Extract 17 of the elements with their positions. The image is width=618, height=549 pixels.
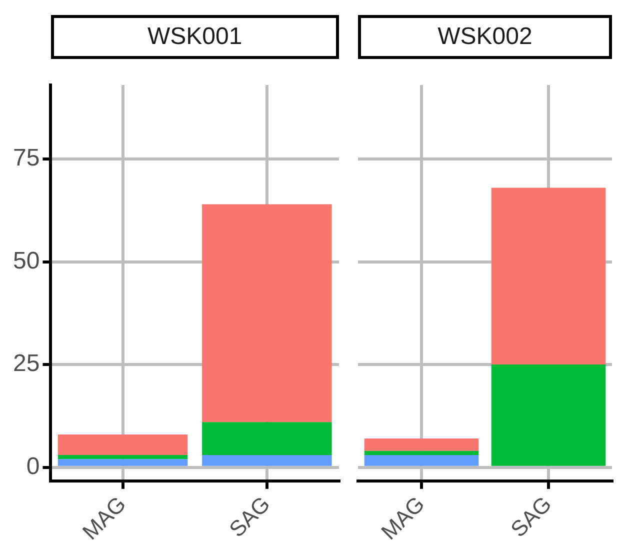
y-tick-label: 50: [12, 247, 40, 274]
bar: [491, 364, 606, 466]
bar: [364, 450, 479, 455]
chart-title: WSK001: [50, 15, 339, 59]
chart-title: WSK002: [358, 15, 612, 59]
y-tick-label: 75: [12, 144, 40, 172]
y-tick-label: 25: [12, 350, 40, 378]
bar: [202, 422, 332, 455]
bar: [202, 204, 332, 422]
bar: [202, 455, 332, 466]
bar: [364, 455, 479, 466]
bar: [491, 188, 606, 365]
bar: [364, 438, 479, 451]
bar: [58, 434, 188, 455]
bar: [58, 459, 188, 466]
y-tick-label: 0: [26, 452, 40, 480]
bar: [58, 455, 188, 460]
